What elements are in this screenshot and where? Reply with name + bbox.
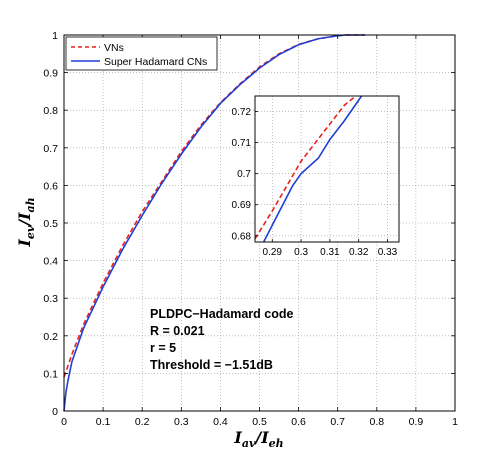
x-tick-label: 0.9: [409, 416, 424, 428]
x-tick-label: 0: [61, 416, 67, 428]
y-tick-label: 0: [52, 406, 58, 418]
annotation-threshold: Threshold = −1.51dB: [150, 358, 273, 372]
inset-frame: [254, 95, 400, 243]
y-tick-label: 0.3: [43, 293, 58, 305]
inset-x-tick-label: 0.31: [320, 247, 340, 258]
inset-y-tick-label: 0.69: [232, 200, 252, 211]
inset-y-tick-label: 0.72: [232, 107, 252, 118]
x-tick-label: 0.3: [174, 416, 189, 428]
y-tick-label: 0.1: [43, 368, 58, 380]
x-tick-label: 0.1: [96, 416, 111, 428]
y-tick-label: 0.4: [43, 256, 58, 268]
y-tick-label: 0.9: [43, 68, 58, 80]
x-label-base-sub: av: [242, 437, 256, 450]
inset-x-tick-label: 0.29: [263, 247, 283, 258]
annotation-rate: R = 0.021: [150, 324, 205, 338]
inset-series-line-1: [262, 95, 363, 243]
annotation-r: r = 5: [150, 341, 176, 355]
legend-label-hadamard: Super Hadamard CNs: [104, 56, 207, 68]
legend-box: [65, 36, 218, 71]
annotation-code-name: PLDPC−Hadamard code: [150, 307, 293, 321]
x-axis-label: Iav/Ieh: [233, 428, 283, 450]
inset-y-tick-label: 0.71: [232, 138, 252, 149]
x-tick-label: 0.4: [213, 416, 228, 428]
x-label-base: I: [233, 428, 242, 447]
y-label-den-sub: ah: [24, 197, 37, 212]
annotation-block: PLDPC−Hadamard code R = 0.021 r = 5 Thre…: [150, 307, 293, 372]
x-tick-label: 0.8: [369, 416, 384, 428]
y-tick-label: 0.2: [43, 331, 58, 343]
x-label-den-sub: eh: [269, 437, 284, 450]
x-tick-label: 1: [452, 416, 458, 428]
inset-chart: 0.29 0.3 0.31 0.32 0.33 0.68 0.69 0.7 0.71 0.72: [232, 95, 400, 258]
y-label-den: I: [15, 212, 34, 221]
inset-y-tick-label: 0.7: [237, 169, 251, 180]
x-tick-label: 0.6: [291, 416, 306, 428]
inset-frame-border: [254, 95, 400, 243]
x-tick-label: 0.7: [330, 416, 345, 428]
inset-tick-marks: 0.29 0.3 0.31 0.32 0.33 0.68 0.69 0.7 0.71 0.72: [232, 107, 398, 258]
inset-series: [254, 95, 363, 243]
y-tick-label: 0.7: [43, 143, 58, 155]
inset-x-tick-label: 0.32: [349, 247, 369, 258]
inset-x-tick-label: 0.33: [378, 247, 398, 258]
legend-label-vns: VNs: [104, 42, 124, 54]
y-tick-label: 1: [52, 30, 58, 42]
y-label-base: I: [15, 239, 34, 248]
y-tick-label: 0.6: [43, 180, 58, 192]
y-label-slash: /: [15, 218, 34, 228]
x-tick-label: 0.5: [252, 416, 267, 428]
tick-marks: 0 0.1 0.2 0.3 0.4 0.5 0.6 0.7 0.8 0.9 100.10.20.30…: [43, 30, 458, 428]
x-label-den: I: [260, 428, 269, 447]
inset-x-tick-label: 0.3: [294, 247, 308, 258]
inset-y-tick-label: 0.68: [232, 231, 252, 242]
x-tick-label: 0.2: [135, 416, 150, 428]
y-axis-label: Iev/Iah: [15, 197, 37, 247]
y-label-base-sub: ev: [24, 225, 37, 239]
y-tick-label: 0.8: [43, 105, 58, 117]
y-tick-label: 0.5: [43, 218, 58, 230]
x-label-slash: /: [253, 428, 263, 447]
legend: VNs Super Hadamard CNs: [65, 36, 218, 71]
inset-grid-lines: [255, 96, 399, 242]
series-line-1: [63, 34, 366, 412]
